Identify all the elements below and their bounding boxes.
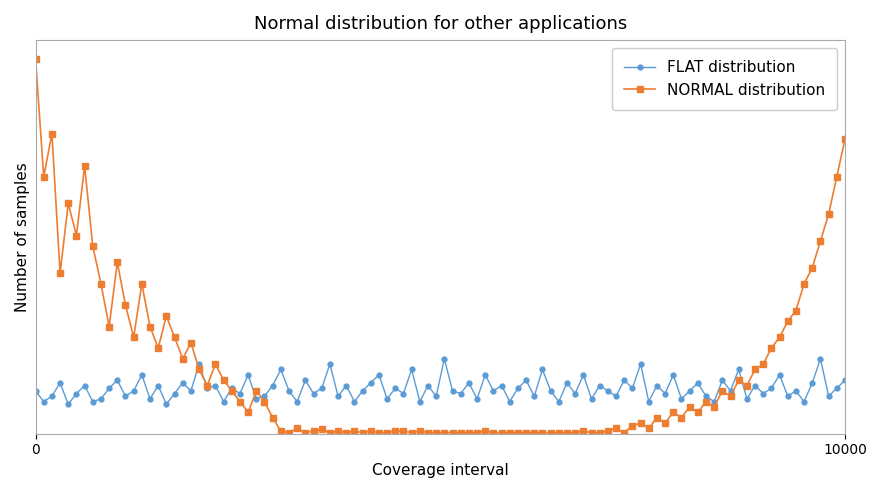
NORMAL distribution xyxy=(30,56,41,62)
NORMAL distribution xyxy=(219,377,229,383)
FLAT distribution xyxy=(790,388,801,394)
NORMAL distribution xyxy=(840,136,850,142)
FLAT distribution xyxy=(30,388,41,394)
Y-axis label: Number of samples: Number of samples xyxy=(15,162,30,312)
FLAT distribution xyxy=(227,385,237,391)
Legend: FLAT distribution, NORMAL distribution: FLAT distribution, NORMAL distribution xyxy=(612,48,837,110)
FLAT distribution xyxy=(439,356,450,362)
FLAT distribution xyxy=(63,401,73,407)
NORMAL distribution xyxy=(521,430,532,436)
FLAT distribution xyxy=(194,361,205,367)
FLAT distribution xyxy=(529,393,540,399)
FLAT distribution xyxy=(815,356,826,362)
NORMAL distribution xyxy=(807,265,818,271)
FLAT distribution xyxy=(464,380,475,386)
Line: NORMAL distribution: NORMAL distribution xyxy=(33,56,848,435)
NORMAL distribution xyxy=(782,318,793,324)
Line: FLAT distribution: FLAT distribution xyxy=(34,356,848,407)
X-axis label: Coverage interval: Coverage interval xyxy=(372,463,509,478)
FLAT distribution xyxy=(840,377,850,383)
NORMAL distribution xyxy=(455,430,466,436)
Title: Normal distribution for other applications: Normal distribution for other applicatio… xyxy=(254,15,627,33)
NORMAL distribution xyxy=(185,340,196,346)
NORMAL distribution xyxy=(284,430,295,436)
